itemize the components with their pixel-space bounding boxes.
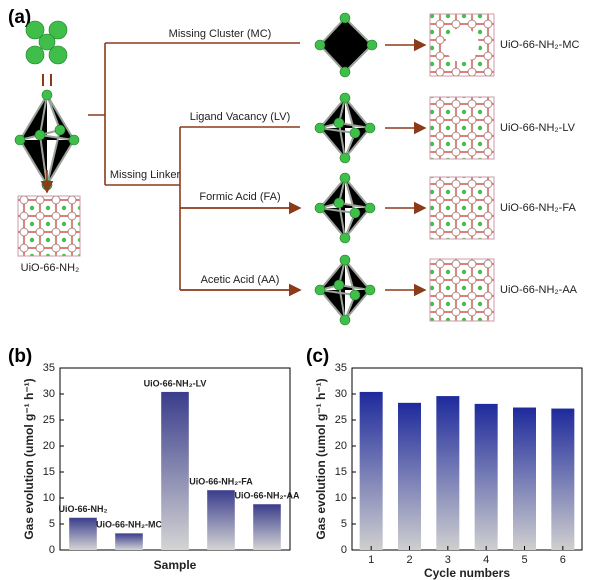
y-tick-label: 5 xyxy=(341,518,347,530)
ball xyxy=(364,122,376,134)
y-tick-label: 20 xyxy=(43,440,55,452)
bar xyxy=(69,517,97,550)
branch-label: Ligand Vacancy (LV) xyxy=(190,111,290,123)
ball xyxy=(349,127,361,139)
bar-label: UiO-66-NH₂-FA xyxy=(189,477,253,487)
parent-label: UiO-66-NH₂ xyxy=(21,262,80,274)
ball xyxy=(314,284,326,296)
edge xyxy=(318,176,372,240)
ball xyxy=(364,284,376,296)
frameworks xyxy=(429,13,495,322)
ball xyxy=(364,202,376,214)
x-tick-label: 4 xyxy=(483,554,489,566)
bar xyxy=(115,533,143,550)
bar xyxy=(398,402,421,550)
ball xyxy=(333,279,345,291)
ball xyxy=(314,202,326,214)
ball xyxy=(333,117,345,129)
y-tick-label: 35 xyxy=(335,362,347,374)
bar xyxy=(253,504,281,550)
y-axis-label: Gas evolution (umol g⁻¹ h⁻¹) xyxy=(314,378,328,539)
bar-label: UiO-66-NH₂-AA xyxy=(235,491,301,501)
product-arrows xyxy=(385,38,427,297)
x-tick-label: 1 xyxy=(368,554,374,566)
y-axis-label: Gas evolution (umol g⁻¹ h⁻¹) xyxy=(22,378,36,539)
panel-label: (c) xyxy=(306,346,329,367)
ball xyxy=(349,289,361,301)
y-tick-label: 25 xyxy=(335,414,347,426)
square-cluster xyxy=(314,12,378,78)
bar-label: UiO-66-NH₂-LV xyxy=(144,378,207,388)
ball xyxy=(333,197,345,209)
ball xyxy=(339,92,351,104)
bar xyxy=(359,391,383,550)
y-tick-label: 15 xyxy=(335,466,347,478)
branch-label: Formic Acid (FA) xyxy=(199,191,280,203)
y-tick-label: 35 xyxy=(43,362,55,374)
panel-label: (b) xyxy=(8,346,32,367)
octahedra xyxy=(314,92,376,326)
cluster-icon xyxy=(25,20,68,65)
ball xyxy=(339,152,351,164)
y-tick-label: 5 xyxy=(49,518,55,530)
y-tick-label: 0 xyxy=(49,544,55,556)
tree xyxy=(88,42,300,290)
edge xyxy=(318,96,372,160)
product-label: UiO-66-NH₂-MC xyxy=(500,39,579,51)
ball xyxy=(339,232,351,244)
bar xyxy=(513,407,536,550)
x-tick-label: 5 xyxy=(521,554,527,566)
x-tick-label: 2 xyxy=(406,554,412,566)
product-label: UiO-66-NH₂-FA xyxy=(500,202,576,214)
ball xyxy=(339,172,351,184)
branch-label: Acetic Acid (AA) xyxy=(201,274,280,286)
x-tick-label: 3 xyxy=(445,554,451,566)
bar xyxy=(436,396,460,550)
branch-label: Missing Cluster (MC) xyxy=(169,28,272,40)
y-tick-label: 20 xyxy=(335,440,347,452)
bar-label: UiO-66-NH₂-MC xyxy=(96,520,162,530)
y-tick-label: 30 xyxy=(43,388,55,400)
bar xyxy=(551,408,575,550)
product-label: UiO-66-NH₂-LV xyxy=(500,122,576,134)
framework xyxy=(17,195,81,257)
y-tick-label: 10 xyxy=(43,492,55,504)
edge xyxy=(318,258,372,322)
ball xyxy=(339,254,351,266)
ball xyxy=(339,314,351,326)
bar xyxy=(207,490,235,550)
panel-label: (a) xyxy=(8,7,31,28)
x-tick-label: 6 xyxy=(560,554,566,566)
equals xyxy=(42,74,52,86)
y-tick-label: 10 xyxy=(335,492,347,504)
y-tick-label: 15 xyxy=(43,466,55,478)
y-tick-label: 30 xyxy=(335,388,347,400)
product-label: UiO-66-NH₂-AA xyxy=(500,284,578,296)
bar xyxy=(474,403,498,550)
y-tick-label: 25 xyxy=(43,414,55,426)
branch-label: Missing Linker xyxy=(110,169,181,181)
x-axis-label: Sample xyxy=(154,558,197,572)
ball xyxy=(349,207,361,219)
ball xyxy=(314,122,326,134)
plot-frame xyxy=(351,367,583,551)
bar xyxy=(161,391,189,550)
bar-label: UiO-66-NH₂ xyxy=(58,504,107,514)
x-axis-label: Cycle numbers xyxy=(424,566,510,580)
y-tick-label: 0 xyxy=(341,544,347,556)
